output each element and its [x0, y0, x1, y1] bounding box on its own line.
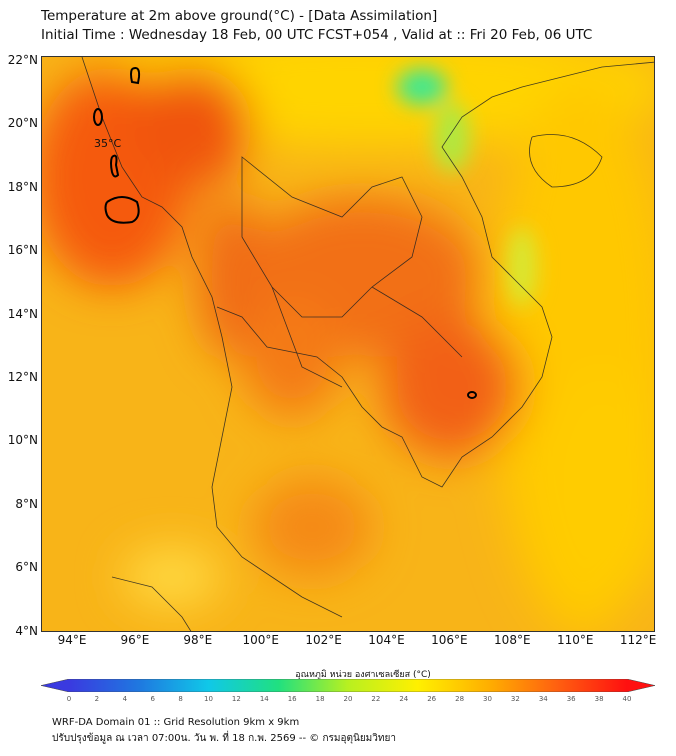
- colorbar-tick: 14: [259, 695, 269, 703]
- lon-label: 94°E: [57, 633, 87, 647]
- lon-label: 96°E: [120, 633, 150, 647]
- colorbar-tick: 2: [94, 695, 100, 703]
- colorbar-tick: 32: [510, 695, 520, 703]
- lon-label: 98°E: [183, 633, 213, 647]
- footer-update-info: ปรับปรุงข้อมูล ณ เวลา 07:00น. วัน พ. ที่…: [52, 733, 396, 744]
- colorbar-tick: 24: [399, 695, 409, 703]
- colorbar-tick: 6: [150, 695, 155, 703]
- colorbar-tick: 34: [538, 695, 548, 703]
- lon-label: 110°E: [556, 633, 594, 647]
- contour-35c: [93, 67, 477, 399]
- chart-title: Temperature at 2m above ground(°C) - [Da…: [41, 8, 438, 24]
- chart-subtitle: Initial Time : Wednesday 18 Feb, 00 UTC …: [41, 27, 593, 43]
- lat-label: 14°N: [7, 306, 38, 321]
- lon-label: 104°E: [368, 633, 405, 647]
- lon-label: 112°E: [619, 633, 657, 647]
- colorbar-tick: 40: [622, 695, 632, 703]
- colorbar-tick: 10: [204, 695, 213, 703]
- temperature-map[interactable]: 35°C: [41, 56, 655, 632]
- lon-label: 102°E: [305, 633, 342, 647]
- colorbar-tick: 26: [427, 695, 437, 703]
- lon-label: 106°E: [431, 633, 468, 647]
- lat-label: 4°N: [15, 623, 38, 638]
- lat-label: 16°N: [7, 243, 38, 258]
- colorbar-tick: 12: [231, 695, 241, 703]
- colorbar-tick: 4: [122, 695, 128, 703]
- colorbar-tick: 20: [343, 695, 353, 703]
- lon-label: 100°E: [242, 633, 279, 647]
- colorbar-tick: 22: [371, 695, 381, 703]
- colorbar-title: อุณหภูมิ หน่วย องศาเซลเซียส (°C): [295, 670, 431, 680]
- colorbar-tick: 18: [315, 695, 325, 703]
- colorbar-tick: 0: [66, 695, 72, 703]
- colorbar-tick: 8: [178, 695, 183, 703]
- lat-label: 10°N: [7, 433, 38, 448]
- lat-label: 20°N: [7, 116, 38, 131]
- colorbar-tick: 38: [594, 695, 604, 703]
- lat-label: 6°N: [15, 560, 38, 575]
- lat-label: 12°N: [7, 370, 38, 384]
- colorbar-tick: 28: [455, 695, 465, 703]
- footer-model-info: WRF-DA Domain 01 :: Grid Resolution 9km …: [52, 717, 300, 728]
- lat-label: 22°N: [7, 53, 38, 67]
- contour-label: 35°C: [94, 137, 121, 150]
- colorbar-tick: 36: [566, 695, 576, 703]
- lon-label: 108°E: [494, 633, 531, 647]
- lat-label: 18°N: [7, 179, 38, 194]
- colorbar-tick: 16: [287, 695, 297, 703]
- temperature-field: 35°C: [42, 57, 654, 631]
- lat-label: 8°N: [15, 496, 38, 511]
- colorbar: [41, 679, 655, 692]
- colorbar-tick: 30: [483, 695, 492, 703]
